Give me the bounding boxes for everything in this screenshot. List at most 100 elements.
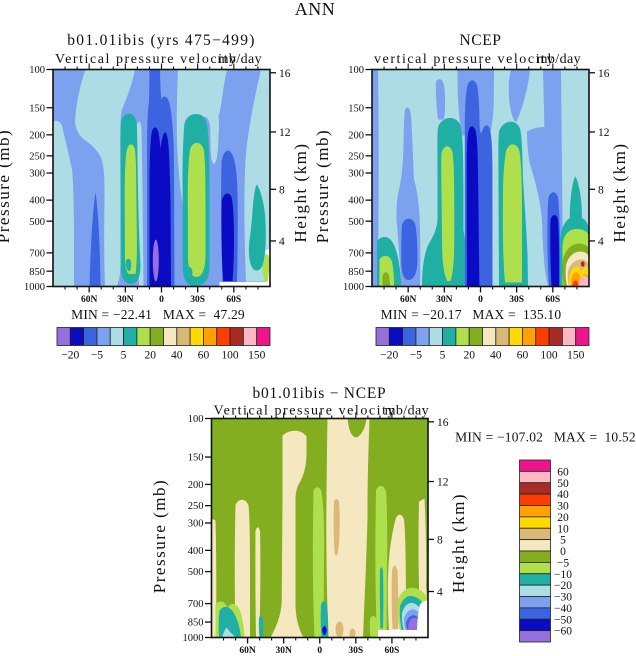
svg-text:5: 5 bbox=[440, 350, 446, 362]
svg-text:12: 12 bbox=[437, 477, 449, 489]
svg-text:MIN = −22.41 MAX = 47.29: MIN = −22.41 MAX = 47.29 bbox=[71, 307, 245, 322]
svg-text:300: 300 bbox=[348, 169, 364, 180]
svg-text:5: 5 bbox=[121, 350, 127, 362]
svg-text:100: 100 bbox=[540, 350, 558, 362]
svg-text:−5: −5 bbox=[410, 350, 422, 362]
svg-text:b01.01ibis (yrs 475−499): b01.01ibis (yrs 475−499) bbox=[67, 32, 255, 49]
svg-text:20: 20 bbox=[463, 350, 475, 362]
svg-text:60S: 60S bbox=[545, 295, 560, 305]
svg-text:1000: 1000 bbox=[183, 633, 204, 644]
svg-text:850: 850 bbox=[188, 618, 204, 629]
svg-text:100: 100 bbox=[29, 65, 45, 76]
svg-text:Height (km): Height (km) bbox=[610, 142, 629, 242]
svg-text:0: 0 bbox=[478, 295, 483, 305]
svg-text:150: 150 bbox=[248, 350, 266, 362]
svg-text:50: 50 bbox=[557, 478, 569, 490]
svg-text:40: 40 bbox=[490, 350, 502, 362]
svg-text:−20: −20 bbox=[61, 350, 79, 362]
svg-text:16: 16 bbox=[598, 68, 610, 80]
svg-text:150: 150 bbox=[188, 453, 204, 464]
svg-text:850: 850 bbox=[29, 267, 45, 278]
svg-text:150: 150 bbox=[29, 103, 45, 114]
svg-text:5: 5 bbox=[560, 535, 566, 547]
svg-text:b01.01ibis − NCEP: b01.01ibis − NCEP bbox=[253, 385, 387, 402]
svg-text:200: 200 bbox=[188, 480, 204, 491]
svg-text:300: 300 bbox=[188, 519, 204, 530]
svg-text:700: 700 bbox=[348, 248, 364, 259]
svg-text:60: 60 bbox=[517, 350, 529, 362]
svg-text:100: 100 bbox=[188, 414, 204, 425]
svg-text:200: 200 bbox=[29, 130, 45, 141]
svg-text:60S: 60S bbox=[385, 646, 400, 656]
svg-text:ANN: ANN bbox=[295, 0, 336, 19]
svg-text:NCEP: NCEP bbox=[459, 32, 501, 49]
svg-text:−50: −50 bbox=[554, 614, 572, 626]
svg-text:200: 200 bbox=[348, 130, 364, 141]
svg-text:30S: 30S bbox=[509, 295, 524, 305]
svg-text:Pressure (mb): Pressure (mb) bbox=[313, 129, 332, 243]
svg-text:MIN = −20.17 MAX = 135.10: MIN = −20.17 MAX = 135.10 bbox=[381, 307, 562, 322]
svg-text:60: 60 bbox=[557, 466, 569, 478]
svg-text:500: 500 bbox=[29, 217, 45, 228]
svg-text:60S: 60S bbox=[226, 295, 241, 305]
svg-text:−40: −40 bbox=[554, 603, 572, 615]
svg-text:300: 300 bbox=[29, 169, 45, 180]
svg-text:30N: 30N bbox=[275, 646, 292, 656]
svg-text:mb/day: mb/day bbox=[537, 52, 581, 67]
svg-text:60: 60 bbox=[198, 350, 210, 362]
svg-text:Vertical pressure velocity: Vertical pressure velocity bbox=[55, 52, 238, 67]
svg-text:0: 0 bbox=[159, 295, 164, 305]
svg-text:MIN = −107.02 MAX = 10.52: MIN = −107.02 MAX = 10.52 bbox=[455, 430, 636, 445]
svg-text:12: 12 bbox=[598, 127, 610, 139]
svg-text:12: 12 bbox=[279, 127, 291, 139]
svg-text:150: 150 bbox=[348, 103, 364, 114]
svg-text:150: 150 bbox=[567, 350, 585, 362]
svg-text:Vertical pressure velocity: Vertical pressure velocity bbox=[214, 404, 397, 419]
svg-text:100: 100 bbox=[348, 65, 364, 76]
svg-text:−20: −20 bbox=[554, 580, 572, 592]
svg-text:250: 250 bbox=[29, 151, 45, 162]
svg-text:mb/day: mb/day bbox=[218, 52, 262, 67]
svg-text:Pressure (mb): Pressure (mb) bbox=[150, 479, 169, 593]
svg-text:60N: 60N bbox=[239, 646, 256, 656]
svg-text:10: 10 bbox=[557, 523, 569, 535]
svg-text:−60: −60 bbox=[554, 626, 572, 638]
svg-text:60N: 60N bbox=[400, 295, 417, 305]
svg-text:20: 20 bbox=[557, 512, 569, 524]
svg-text:100: 100 bbox=[221, 350, 239, 362]
svg-text:1000: 1000 bbox=[24, 282, 45, 293]
svg-text:8: 8 bbox=[279, 184, 285, 196]
svg-text:mb/day: mb/day bbox=[385, 404, 429, 419]
svg-text:400: 400 bbox=[188, 546, 204, 557]
svg-text:700: 700 bbox=[29, 248, 45, 259]
svg-text:30: 30 bbox=[557, 501, 569, 513]
svg-text:30N: 30N bbox=[436, 295, 453, 305]
svg-text:500: 500 bbox=[348, 217, 364, 228]
svg-text:−20: −20 bbox=[380, 350, 398, 362]
svg-text:0: 0 bbox=[317, 646, 322, 656]
svg-text:400: 400 bbox=[348, 196, 364, 207]
svg-text:Height (km): Height (km) bbox=[291, 142, 310, 242]
svg-text:16: 16 bbox=[279, 68, 291, 80]
svg-text:40: 40 bbox=[171, 350, 183, 362]
svg-text:500: 500 bbox=[188, 567, 204, 578]
svg-text:30N: 30N bbox=[117, 295, 134, 305]
svg-text:250: 250 bbox=[188, 501, 204, 512]
svg-text:16: 16 bbox=[437, 417, 449, 429]
svg-text:4: 4 bbox=[437, 587, 443, 599]
svg-text:−5: −5 bbox=[91, 350, 103, 362]
svg-text:250: 250 bbox=[348, 151, 364, 162]
svg-text:4: 4 bbox=[279, 236, 285, 248]
svg-text:850: 850 bbox=[348, 267, 364, 278]
svg-text:60N: 60N bbox=[81, 295, 98, 305]
svg-text:40: 40 bbox=[557, 489, 569, 501]
svg-text:−30: −30 bbox=[554, 592, 572, 604]
svg-text:700: 700 bbox=[188, 599, 204, 610]
svg-text:30S: 30S bbox=[190, 295, 205, 305]
svg-text:4: 4 bbox=[598, 236, 604, 248]
svg-text:−10: −10 bbox=[554, 569, 572, 581]
svg-text:20: 20 bbox=[144, 350, 156, 362]
svg-text:Height (km): Height (km) bbox=[449, 493, 468, 593]
svg-text:1000: 1000 bbox=[343, 282, 364, 293]
svg-text:Pressure (mb): Pressure (mb) bbox=[0, 129, 13, 243]
